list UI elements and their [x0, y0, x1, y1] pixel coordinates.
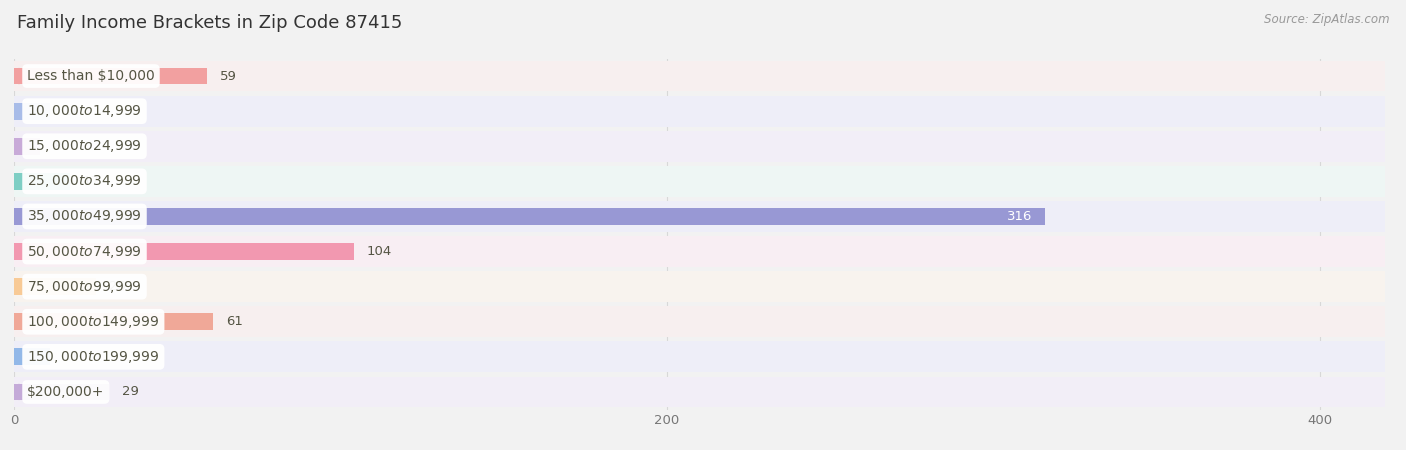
Text: Less than $10,000: Less than $10,000 [27, 69, 155, 83]
Circle shape [18, 279, 20, 294]
Bar [14, 306, 1385, 337]
Text: $15,000 to $24,999: $15,000 to $24,999 [27, 138, 142, 154]
Bar [14, 243, 353, 260]
Text: 104: 104 [367, 245, 392, 258]
Text: $100,000 to $149,999: $100,000 to $149,999 [27, 314, 159, 330]
Bar [14, 138, 41, 155]
Text: 8: 8 [53, 140, 62, 153]
Text: $35,000 to $49,999: $35,000 to $49,999 [27, 208, 142, 225]
Circle shape [18, 209, 20, 224]
Bar [14, 173, 69, 190]
Text: Source: ZipAtlas.com: Source: ZipAtlas.com [1264, 14, 1389, 27]
Circle shape [18, 244, 20, 259]
Circle shape [18, 104, 20, 119]
Circle shape [18, 384, 20, 400]
Bar [14, 271, 1385, 302]
Text: 11: 11 [63, 105, 80, 117]
Text: 59: 59 [219, 70, 236, 82]
Bar [14, 96, 1385, 126]
Bar [14, 313, 214, 330]
Text: 25: 25 [108, 280, 125, 293]
Text: 316: 316 [1007, 210, 1032, 223]
Bar [14, 68, 207, 85]
Circle shape [18, 349, 20, 364]
Text: $50,000 to $74,999: $50,000 to $74,999 [27, 243, 142, 260]
Text: 29: 29 [122, 386, 139, 398]
Circle shape [18, 68, 20, 84]
Text: $75,000 to $99,999: $75,000 to $99,999 [27, 279, 142, 295]
Text: $10,000 to $14,999: $10,000 to $14,999 [27, 103, 142, 119]
Bar [14, 348, 51, 365]
Bar [14, 342, 1385, 372]
Circle shape [18, 174, 20, 189]
Text: Family Income Brackets in Zip Code 87415: Family Income Brackets in Zip Code 87415 [17, 14, 402, 32]
Bar [14, 103, 51, 120]
Text: $200,000+: $200,000+ [27, 385, 104, 399]
Text: 17: 17 [83, 175, 100, 188]
Text: $25,000 to $34,999: $25,000 to $34,999 [27, 173, 142, 189]
Bar [14, 166, 1385, 197]
Bar [14, 236, 1385, 267]
Circle shape [18, 139, 20, 154]
Text: $150,000 to $199,999: $150,000 to $199,999 [27, 349, 159, 365]
Bar [14, 377, 1385, 407]
Circle shape [18, 314, 20, 329]
Bar [14, 61, 1385, 91]
Bar [14, 208, 1046, 225]
Bar [14, 201, 1385, 232]
Text: 61: 61 [226, 315, 243, 328]
Text: 11: 11 [63, 351, 80, 363]
Bar [14, 278, 96, 295]
Bar [14, 383, 108, 400]
Bar [14, 131, 1385, 162]
